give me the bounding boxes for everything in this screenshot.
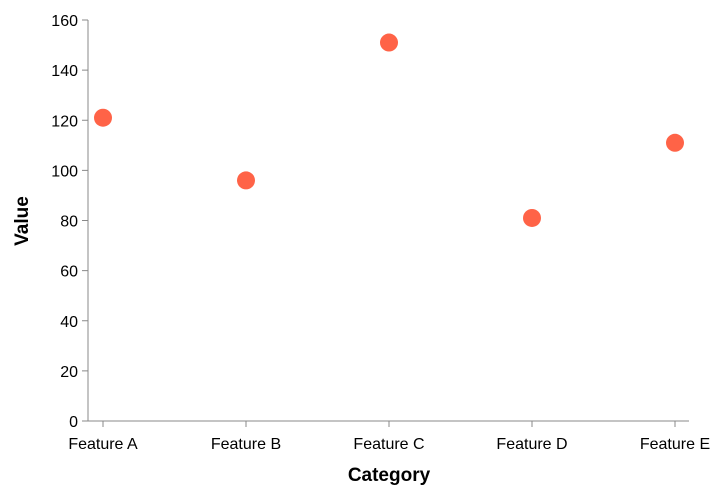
y-tick-label: 80 — [60, 214, 78, 231]
x-tick-label: Feature E — [640, 436, 710, 453]
data-points — [94, 33, 684, 227]
data-point — [237, 171, 255, 190]
y-tick-label: 0 — [69, 414, 78, 431]
x-tick-label: Feature D — [496, 436, 567, 453]
x-axis: Feature A Feature B Feature C Feature D Feat… — [68, 420, 710, 453]
y-tick-label: 20 — [60, 364, 78, 381]
y-tick-label: 100 — [51, 163, 78, 180]
y-tick-label: 60 — [60, 264, 78, 281]
y-tick-label: 120 — [51, 113, 78, 130]
data-point — [380, 33, 398, 52]
x-axis-title: Category — [348, 465, 431, 486]
y-tick-label: 160 — [51, 13, 78, 30]
data-point — [523, 208, 541, 227]
y-tick-label: 140 — [51, 63, 78, 80]
data-point — [666, 133, 684, 152]
y-axis: 0 20 40 60 80 100 120 140 160 — [51, 13, 89, 431]
x-tick-label: Feature C — [353, 436, 424, 453]
x-tick-label: Feature A — [68, 436, 138, 453]
y-tick-label: 40 — [60, 314, 78, 331]
y-axis-title: Value — [12, 196, 33, 246]
data-point — [94, 108, 112, 127]
x-tick-label: Feature B — [211, 436, 281, 453]
